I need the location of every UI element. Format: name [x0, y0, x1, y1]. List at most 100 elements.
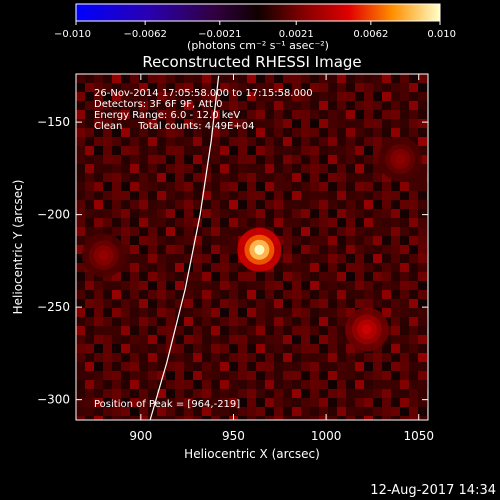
heatmap-cell — [391, 317, 400, 326]
heatmap-cell — [337, 398, 346, 407]
heatmap-cell — [310, 218, 319, 227]
heatmap-cell — [85, 209, 94, 218]
heatmap-cell — [220, 389, 229, 398]
heatmap-cell — [418, 308, 427, 317]
heatmap-cell — [391, 101, 400, 110]
heatmap-cell — [319, 83, 328, 92]
heatmap-cell — [85, 398, 94, 407]
heatmap-cell — [94, 407, 103, 416]
heatmap-cell — [94, 92, 103, 101]
heatmap-cell — [274, 74, 283, 83]
heatmap-cell — [175, 407, 184, 416]
heatmap-cell — [400, 371, 409, 380]
heatmap-cell — [148, 173, 157, 182]
heatmap-cell — [211, 245, 220, 254]
heatmap-cell — [157, 245, 166, 254]
heatmap-cell — [211, 200, 220, 209]
heatmap-cell — [130, 344, 139, 353]
heatmap-cell — [319, 101, 328, 110]
heatmap-cell — [328, 182, 337, 191]
heatmap-cell — [139, 272, 148, 281]
heatmap-cell — [373, 263, 382, 272]
heatmap-cell — [346, 263, 355, 272]
heatmap-cell — [418, 254, 427, 263]
heatmap-cell — [238, 227, 247, 236]
heatmap-cell — [76, 272, 85, 281]
heatmap-cell — [175, 137, 184, 146]
heatmap-cell — [301, 380, 310, 389]
heatmap-cell — [130, 353, 139, 362]
heatmap-cell — [283, 227, 292, 236]
heatmap-cell — [103, 380, 112, 389]
heatmap-cell — [364, 137, 373, 146]
heatmap-cell — [112, 92, 121, 101]
heatmap-cell — [175, 110, 184, 119]
heatmap-cell — [175, 200, 184, 209]
heatmap-cell — [112, 335, 121, 344]
heatmap-cell — [94, 380, 103, 389]
heatmap-cell — [274, 110, 283, 119]
heatmap-cell — [220, 398, 229, 407]
heatmap-cell — [85, 362, 94, 371]
heatmap-cell — [355, 92, 364, 101]
heatmap-cell — [148, 272, 157, 281]
heatmap-cell — [310, 389, 319, 398]
heatmap-cell — [229, 119, 238, 128]
heatmap-cell — [337, 182, 346, 191]
heatmap-cell — [373, 380, 382, 389]
heatmap-cell — [247, 398, 256, 407]
heatmap-cell — [391, 191, 400, 200]
x-tick-label: 900 — [129, 429, 152, 443]
heatmap-cell — [292, 146, 301, 155]
heatmap-cell — [121, 209, 130, 218]
heatmap-cell — [76, 245, 85, 254]
heatmap-cell — [373, 353, 382, 362]
heatmap-cell — [301, 407, 310, 416]
heatmap-cell — [391, 263, 400, 272]
heatmap-cell — [166, 74, 175, 83]
heatmap-cell — [238, 128, 247, 137]
heatmap-cell — [166, 308, 175, 317]
heatmap-cell — [265, 389, 274, 398]
heatmap-cell — [247, 281, 256, 290]
heatmap-cell — [364, 209, 373, 218]
heatmap-cell — [292, 326, 301, 335]
heatmap-cell — [202, 317, 211, 326]
heatmap-cell — [274, 191, 283, 200]
heatmap-cell — [337, 290, 346, 299]
heatmap-cell — [373, 290, 382, 299]
heatmap-cell — [85, 137, 94, 146]
heatmap-cell — [112, 371, 121, 380]
heatmap-cell — [121, 101, 130, 110]
heatmap-cell — [400, 407, 409, 416]
colorbar-tick-label: −0.010 — [54, 29, 91, 40]
heatmap-cell — [157, 74, 166, 83]
heatmap-cell — [256, 371, 265, 380]
heatmap-cell — [103, 92, 112, 101]
heatmap-cell — [193, 110, 202, 119]
heatmap-cell — [139, 227, 148, 236]
heatmap-cell — [265, 128, 274, 137]
heatmap-cell — [346, 416, 355, 420]
heatmap-cell — [157, 371, 166, 380]
heatmap-cell — [157, 407, 166, 416]
heatmap-cell — [256, 191, 265, 200]
heatmap-cell — [337, 146, 346, 155]
heatmap-cell — [310, 137, 319, 146]
heatmap-cell — [112, 281, 121, 290]
heatmap-cell — [310, 326, 319, 335]
heatmap-cell — [175, 119, 184, 128]
heatmap-cell — [103, 182, 112, 191]
heatmap-cell — [238, 101, 247, 110]
heatmap-cell — [220, 173, 229, 182]
heatmap-cell — [76, 119, 85, 128]
heatmap-cell — [85, 299, 94, 308]
heatmap-cell — [418, 380, 427, 389]
heatmap-cell — [301, 83, 310, 92]
heatmap-cell — [373, 245, 382, 254]
heatmap-cell — [337, 110, 346, 119]
heatmap-cell — [409, 308, 418, 317]
heatmap-cell — [76, 236, 85, 245]
heatmap-cell — [175, 236, 184, 245]
heatmap-cell — [103, 101, 112, 110]
